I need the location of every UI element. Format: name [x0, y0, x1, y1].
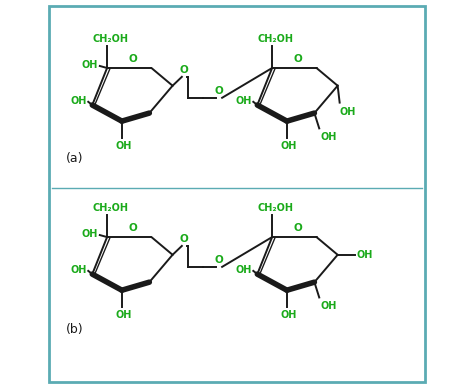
- Text: O: O: [215, 255, 224, 265]
- Text: CH₂OH: CH₂OH: [257, 203, 293, 213]
- Text: OH: OH: [281, 141, 297, 151]
- Text: OH: OH: [235, 96, 252, 106]
- Text: OH: OH: [320, 132, 337, 142]
- Text: OH: OH: [70, 96, 87, 106]
- Text: OH: OH: [340, 107, 356, 117]
- Text: OH: OH: [82, 60, 98, 70]
- Text: O: O: [293, 54, 302, 64]
- Text: O: O: [128, 223, 137, 233]
- Text: OH: OH: [82, 229, 98, 239]
- Text: CH₂OH: CH₂OH: [92, 203, 128, 213]
- Text: OH: OH: [320, 301, 337, 312]
- Text: OH: OH: [356, 250, 373, 260]
- Text: O: O: [180, 234, 188, 244]
- Text: (a): (a): [66, 152, 83, 165]
- Text: CH₂OH: CH₂OH: [92, 34, 128, 44]
- Text: O: O: [215, 86, 224, 96]
- Text: OH: OH: [281, 310, 297, 320]
- Text: OH: OH: [116, 141, 132, 151]
- Text: OH: OH: [116, 310, 132, 320]
- Text: O: O: [180, 65, 188, 75]
- Text: OH: OH: [70, 265, 87, 275]
- FancyBboxPatch shape: [49, 6, 425, 382]
- Text: O: O: [293, 223, 302, 233]
- Text: OH: OH: [235, 265, 252, 275]
- Text: (b): (b): [66, 323, 83, 336]
- Text: CH₂OH: CH₂OH: [257, 34, 293, 44]
- Text: O: O: [128, 54, 137, 64]
